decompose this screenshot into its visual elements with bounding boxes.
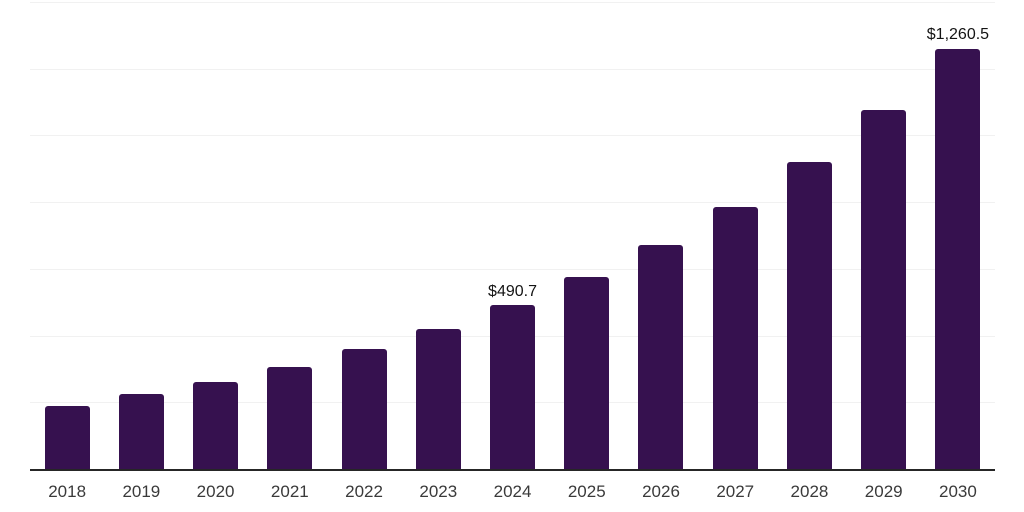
bar-2030	[935, 48, 981, 469]
bar-column-2020	[178, 2, 252, 469]
value-label-2024: $490.7	[488, 282, 537, 300]
bar-2019	[118, 393, 164, 469]
x-axis-label-2026: 2026	[642, 482, 680, 501]
x-axis-label-2023: 2023	[419, 482, 458, 501]
bar-column-2027	[698, 2, 772, 469]
x-axis-label-2020: 2020	[196, 482, 235, 501]
bar-column-2022	[327, 2, 401, 469]
bar-2021	[267, 366, 313, 469]
x-axis-label-2024: 2024	[493, 482, 532, 501]
x-axis: 2018 2019 2020 2021 2022 2023 2024 2025 2026 2027…	[30, 482, 995, 502]
bar-2018	[44, 405, 90, 469]
plot-area: $490.7 $1,260.5	[30, 2, 995, 471]
bar-2026	[638, 244, 684, 469]
x-axis-label-2027: 2027	[716, 482, 755, 501]
bar-column-2030: $1,260.5	[921, 2, 995, 469]
x-axis-label-2021: 2021	[270, 482, 309, 501]
gridline	[30, 135, 995, 137]
x-axis-label-2019: 2019	[122, 482, 161, 501]
bar-2029	[861, 109, 907, 469]
bar-2028	[786, 162, 832, 469]
gridline	[30, 268, 995, 270]
x-axis-label-2029: 2029	[864, 482, 903, 501]
bar-column-2021	[253, 2, 327, 469]
gridline	[30, 2, 995, 3]
bar-column-2019	[104, 2, 178, 469]
bar-2023	[415, 328, 461, 469]
bar-column-2023	[401, 2, 475, 469]
bar-column-2026	[624, 2, 698, 469]
x-axis-label-2022: 2022	[345, 482, 383, 501]
bar-column-2018	[30, 2, 104, 469]
bar-2027	[712, 206, 758, 469]
gridline	[30, 68, 995, 70]
value-label-2030: $1,260.5	[926, 25, 990, 43]
bar-2025	[564, 277, 610, 469]
bar-column-2029	[847, 2, 921, 469]
x-axis-label-2030: 2030	[939, 482, 977, 501]
bar-2024	[490, 305, 536, 469]
gridline	[30, 202, 995, 204]
bar-column-2024: $490.7	[475, 2, 549, 469]
bars-layer: $490.7 $1,260.5	[30, 2, 995, 469]
bar-2022	[341, 349, 387, 469]
bar-column-2025	[550, 2, 624, 469]
x-axis-label-2025: 2025	[567, 482, 606, 501]
x-axis-label-2028: 2028	[790, 482, 829, 501]
x-axis-label-2018: 2018	[48, 482, 87, 501]
bar-2020	[193, 381, 239, 469]
bar-column-2028	[772, 2, 846, 469]
